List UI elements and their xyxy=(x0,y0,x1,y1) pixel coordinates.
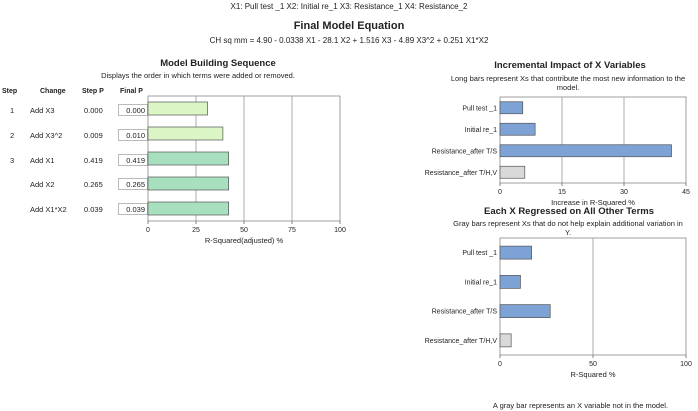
category-label: Resistance_after T/S xyxy=(432,309,498,316)
row-change: Add X3 xyxy=(30,106,55,115)
tick-label: 50 xyxy=(240,227,248,234)
plot-frame xyxy=(499,96,687,184)
bar xyxy=(147,101,208,116)
row-step: 2 xyxy=(10,131,15,140)
axis-label: R-Squared % xyxy=(570,370,615,379)
tick-label: 45 xyxy=(682,189,690,196)
regress-subtitle: Gray bars represent Xs that do not help … xyxy=(453,219,683,237)
row-final-p: 0.265 xyxy=(118,178,148,190)
row-step-p: 0.419 xyxy=(84,156,103,165)
bar xyxy=(499,333,512,348)
regress-title: Each X Regressed on All Other Terms xyxy=(484,206,654,217)
col-header-final-p: Final P xyxy=(120,88,143,95)
building-title: Model Building Sequence xyxy=(160,58,276,69)
row-final-p: 0.039 xyxy=(118,203,148,215)
axis-label: R-Squared(adjusted) % xyxy=(205,236,284,245)
tick-label: 75 xyxy=(288,227,296,234)
bar xyxy=(499,245,532,260)
row-change: Add X3^2 xyxy=(30,131,63,140)
row-step: 3 xyxy=(10,156,15,165)
col-header-step: Step xyxy=(2,88,18,95)
bar xyxy=(147,126,224,141)
row-final-p: 0.000 xyxy=(118,104,148,116)
bar xyxy=(499,165,526,179)
row-final-p: 0.010 xyxy=(118,129,148,141)
category-label: Pull test _1 xyxy=(462,250,497,257)
footnote: A gray bar represents an X variable not … xyxy=(492,401,668,410)
tick-label: 100 xyxy=(680,361,692,368)
variable-legend: X1: Pull test _1 X2: Initial re_1 X3: Re… xyxy=(230,2,468,11)
row-change: Add X2 xyxy=(30,180,55,189)
model-equation: CH sq mm = 4.90 - 0.0338 X1 - 28.1 X2 + … xyxy=(209,36,489,45)
category-label: Initial re_1 xyxy=(465,279,497,286)
tick-label: 25 xyxy=(192,227,200,234)
col-header-step-p: Step P xyxy=(82,88,104,95)
building-subtitle: Displays the order in which terms were a… xyxy=(101,71,295,80)
tick-label: 15 xyxy=(558,189,566,196)
bar xyxy=(147,151,229,166)
bar xyxy=(499,101,524,115)
tick-label: 50 xyxy=(589,361,597,368)
category-label: Resistance_after T/H,V xyxy=(425,338,498,345)
bar xyxy=(147,201,229,216)
tick-label: 0 xyxy=(498,189,502,196)
category-label: Resistance_after T/S xyxy=(432,148,498,155)
row-step-p: 0.039 xyxy=(84,205,103,214)
category-label: Resistance_after T/H,V xyxy=(425,170,498,177)
row-change: Add X1*X2 xyxy=(30,205,67,214)
tick-label: 30 xyxy=(620,189,628,196)
tick-label: 0 xyxy=(146,227,150,234)
axis-label: Increase in R-Squared % xyxy=(551,198,635,207)
bar xyxy=(499,275,521,289)
tick-label: 0 xyxy=(498,361,502,368)
bar xyxy=(499,122,536,136)
row-step-p: 0.265 xyxy=(84,180,103,189)
tick-label: 100 xyxy=(334,227,346,234)
row-step-p: 0.000 xyxy=(84,106,103,115)
category-label: Initial re_1 xyxy=(465,127,497,134)
equation-title: Final Model Equation xyxy=(293,20,405,32)
category-label: Pull test _1 xyxy=(462,105,497,112)
bar xyxy=(147,176,229,191)
impact-subtitle: Long bars represent Xs that contribute t… xyxy=(450,74,686,92)
bar xyxy=(499,304,551,318)
row-step-p: 0.009 xyxy=(84,131,103,140)
row-final-p: 0.419 xyxy=(118,154,148,166)
col-header-change: Change xyxy=(40,88,66,95)
row-change: Add X1 xyxy=(30,156,55,165)
impact-title: Incremental Impact of X Variables xyxy=(494,60,646,71)
row-step: 1 xyxy=(10,106,15,115)
bar xyxy=(499,144,672,158)
